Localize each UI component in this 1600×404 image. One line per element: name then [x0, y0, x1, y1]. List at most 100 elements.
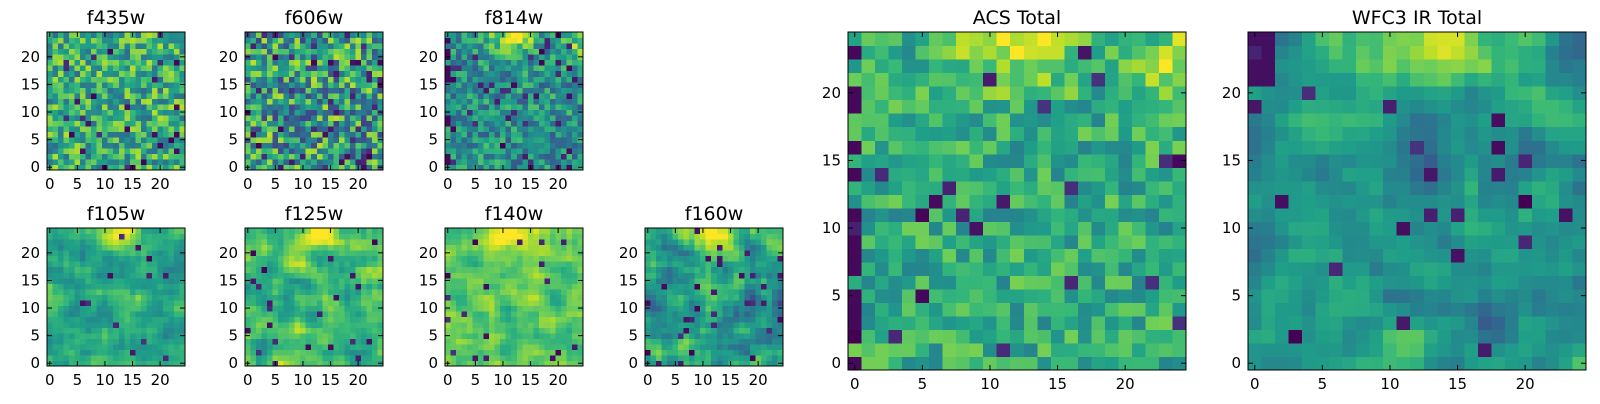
- heatmap-cell: [1118, 248, 1132, 262]
- heatmap-cell: [97, 142, 103, 148]
- heatmap-cell: [262, 327, 268, 333]
- heatmap-cell: [273, 54, 279, 60]
- heatmap-cell: [467, 349, 473, 355]
- heatmap-cell: [69, 115, 75, 121]
- heatmap-cell: [361, 316, 367, 322]
- heatmap-cell: [174, 338, 180, 344]
- heatmap-cell: [645, 261, 651, 267]
- x-tick-label: 15: [123, 371, 142, 389]
- heatmap-cell: [772, 294, 778, 300]
- heatmap-cell: [146, 126, 152, 132]
- heatmap-cell: [744, 289, 750, 295]
- heatmap-cell: [511, 148, 517, 154]
- heatmap-cell: [500, 126, 506, 132]
- heatmap-cell: [772, 349, 778, 355]
- heatmap-cell: [733, 289, 739, 295]
- heatmap-cell: [245, 148, 251, 154]
- heatmap-cell: [700, 289, 706, 295]
- heatmap-cell: [706, 316, 712, 322]
- heatmap-cell: [645, 272, 651, 278]
- heatmap-cell: [108, 349, 114, 355]
- heatmap-cell: [761, 316, 767, 322]
- heatmap-cell: [689, 316, 695, 322]
- heatmap-cell: [130, 38, 136, 44]
- heatmap-cell: [484, 267, 490, 273]
- heatmap-cell: [53, 234, 59, 240]
- heatmap-cell: [251, 327, 257, 333]
- heatmap-cell: [462, 43, 468, 49]
- heatmap-cell: [157, 316, 163, 322]
- heatmap-cell: [711, 349, 717, 355]
- heatmap-cell: [517, 115, 523, 121]
- heatmap-cell: [311, 148, 317, 154]
- heatmap-cell: [544, 60, 550, 66]
- heatmap-cell: [69, 239, 75, 245]
- heatmap-cell: [678, 333, 684, 339]
- heatmap-cell: [86, 49, 92, 55]
- heatmap-cell: [267, 355, 273, 361]
- heatmap-cell: [533, 153, 539, 159]
- heatmap-cell: [572, 344, 578, 350]
- heatmap-cell: [478, 327, 484, 333]
- heatmap-cell: [997, 316, 1011, 330]
- y-tick-label: 20: [419, 244, 438, 262]
- heatmap-cell: [355, 311, 361, 317]
- heatmap-cell: [339, 349, 345, 355]
- heatmap-cell: [130, 65, 136, 71]
- heatmap-cell: [528, 71, 534, 77]
- heatmap-cell: [64, 333, 70, 339]
- heatmap-cell: [445, 87, 451, 93]
- heatmap-cell: [997, 275, 1011, 289]
- heatmap-cell: [350, 87, 356, 93]
- heatmap-cell: [69, 32, 75, 38]
- heatmap-cell: [278, 87, 284, 93]
- heatmap-cell: [372, 65, 378, 71]
- heatmap-cell: [256, 234, 262, 240]
- heatmap-cell: [889, 356, 903, 370]
- heatmap-cell: [372, 261, 378, 267]
- heatmap-cell: [108, 98, 114, 104]
- heatmap-cell: [306, 283, 312, 289]
- heatmap-cell: [517, 256, 523, 262]
- heatmap-cell: [306, 109, 312, 115]
- heatmap-cell: [1132, 275, 1146, 289]
- heatmap-cell: [511, 239, 517, 245]
- heatmap-cell: [572, 32, 578, 38]
- heatmap-cell: [445, 104, 451, 110]
- heatmap-cell: [489, 32, 495, 38]
- heatmap-cell: [1024, 289, 1038, 303]
- heatmap-cell: [511, 327, 517, 333]
- heatmap-cell: [146, 60, 152, 66]
- y-tick-label: 15: [419, 75, 438, 93]
- x-tick-label: 10: [293, 371, 312, 389]
- heatmap-cell: [97, 131, 103, 137]
- heatmap-cell: [667, 250, 673, 256]
- heatmap-cell: [311, 93, 317, 99]
- heatmap-cell: [572, 245, 578, 251]
- heatmap-cell: [506, 87, 512, 93]
- heatmap-cell: [300, 109, 306, 115]
- heatmap-cell: [339, 344, 345, 350]
- heatmap-cell: [284, 60, 290, 66]
- heatmap-cell: [711, 278, 717, 284]
- heatmap-cell: [875, 154, 889, 168]
- heatmap-cell: [146, 148, 152, 154]
- heatmap-cell: [108, 104, 114, 110]
- heatmap-cell: [69, 283, 75, 289]
- heatmap-cell: [311, 131, 317, 137]
- heatmap-cell: [511, 98, 517, 104]
- heatmap-cell: [572, 71, 578, 77]
- heatmap-cell: [511, 261, 517, 267]
- heatmap-cell: [467, 115, 473, 121]
- heatmap-cell: [168, 239, 174, 245]
- heatmap-cell: [355, 115, 361, 121]
- heatmap-cell: [328, 261, 334, 267]
- heatmap-cell: [572, 54, 578, 60]
- heatmap-cell: [278, 126, 284, 132]
- heatmap-cell: [284, 245, 290, 251]
- heatmap-cell: [317, 289, 323, 295]
- heatmap-cell: [495, 49, 501, 55]
- heatmap-cell: [684, 272, 690, 278]
- heatmap-cell: [533, 327, 539, 333]
